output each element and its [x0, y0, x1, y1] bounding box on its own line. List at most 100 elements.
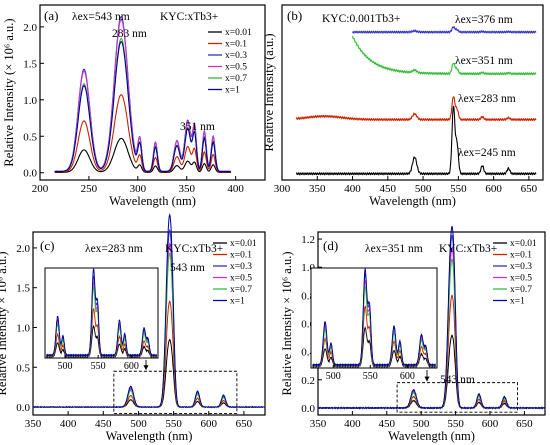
inset-x-tick-label: 550	[91, 361, 106, 372]
y-tick-label: 0.5	[23, 131, 37, 143]
y-axis-label: Relative Intensity × 10⁶ a.u.)	[0, 251, 9, 395]
zoom-region-box	[396, 382, 518, 413]
panel-label: (b)	[287, 8, 302, 23]
series-line-0	[351, 25, 537, 34]
legend-entry: x=0.1	[230, 251, 252, 261]
series-line-3	[295, 105, 537, 176]
legend-entry: x=0.7	[225, 74, 247, 84]
x-tick-label: 300	[274, 183, 291, 195]
panel-a: 200 250 300 350 400 0.0 0.5 1.0 1.5 2.0 Wavelength…	[2, 4, 266, 208]
annotation: λex=283 nm	[458, 93, 516, 105]
x-tick-label: 450	[380, 183, 397, 195]
inset-x-tick-label: 500	[57, 361, 72, 372]
x-tick-label: 600	[482, 418, 499, 430]
legend-entry: x=0.5	[510, 274, 532, 284]
x-axis-label: Wavelength (nm)	[369, 194, 456, 208]
plot-frame	[39, 4, 266, 181]
x-tick-label: 650	[521, 183, 538, 195]
series-line-5	[317, 225, 546, 410]
inset-x-tick-label: 500	[326, 371, 341, 382]
x-tick-label: 450	[379, 418, 396, 430]
inset-x-tick-label: 600	[124, 361, 139, 372]
x-tick-label: 500	[130, 418, 147, 430]
legend-entry: x=0.7	[230, 285, 252, 295]
panel-label: (c)	[40, 238, 54, 253]
x-tick-label: 550	[450, 183, 467, 195]
x-tick-label: 400	[60, 418, 77, 430]
x-tick-label: 350	[310, 418, 327, 430]
x-tick-label: 550	[447, 418, 464, 430]
legend-entry: x=1	[230, 297, 245, 307]
series-line-5	[32, 213, 266, 409]
legend-entry: x=0.3	[510, 262, 532, 272]
y-tick-label: 0.0	[301, 403, 315, 415]
x-tick-label: 650	[516, 418, 533, 430]
y-axis-label: Relative Intensity (a.u.)	[262, 33, 276, 151]
legend-entry: x=0.01	[230, 239, 257, 249]
panel-c: 350 400 450 500 550 600 650 0.0 0.5 1.0 1.5 2.0 Wave…	[0, 213, 266, 443]
y-tick-label: 1.0	[16, 322, 30, 334]
plot-frame	[281, 4, 544, 181]
annotation: KYC:xTb3+	[165, 243, 223, 255]
legend-entry: x=1	[225, 86, 240, 96]
annotation: 351 nm	[180, 121, 215, 133]
series-line-1	[54, 94, 231, 173]
x-tick-label: 350	[309, 183, 326, 195]
annotation: λex=283 nm	[85, 243, 143, 255]
y-tick-label: 2.0	[23, 22, 37, 34]
x-tick-label: 400	[227, 183, 244, 195]
y-tick-label: 1.2	[301, 234, 315, 246]
x-tick-label: 350	[25, 418, 42, 430]
inset-x-tick-label: 550	[363, 371, 378, 382]
x-tick-label: 300	[130, 183, 147, 195]
legend-entry: x=1	[510, 297, 525, 307]
series-line-1	[351, 35, 537, 76]
legend-entry: x=0.01	[510, 239, 537, 249]
x-axis-label: Wavelength (nm)	[106, 429, 193, 443]
y-tick-label: 0.2	[301, 375, 315, 387]
x-tick-label: 550	[165, 418, 182, 430]
panel-b: 300 350 400 450 500 550 600 650 Wavelength (nm) R…	[262, 4, 544, 208]
y-axis-label: Relative Intensity × 10⁶ a.u.)	[280, 251, 294, 395]
annotation: λex=351 nm	[365, 243, 423, 255]
x-tick-label: 650	[236, 418, 253, 430]
x-tick-label: 500	[413, 418, 430, 430]
legend-entry: x=0.7	[510, 285, 532, 295]
inset-arrow-head	[424, 376, 430, 382]
y-tick-label: 1.5	[23, 58, 37, 70]
annotation: 543 nm	[440, 374, 475, 386]
annotation: λex=543 nm	[72, 11, 130, 23]
annotation: KYC:0.001Tb3+	[322, 13, 400, 25]
panel-d: 350 400 450 500 550 600 6500.00.20.40.60.81.01…	[280, 225, 546, 443]
y-tick-label: 0.0	[23, 168, 37, 180]
legend-entry: x=0.1	[510, 251, 532, 261]
annotation: λex=351 nm	[455, 55, 513, 67]
annotation: λex=245 nm	[458, 147, 516, 159]
x-tick-label: 200	[32, 183, 49, 195]
y-axis-label: Relative Intensity (× 10⁶ a.u.)	[2, 18, 16, 166]
x-tick-label: 250	[81, 183, 98, 195]
legend-entry: x=0.3	[225, 51, 247, 61]
annotation: λex=376 nm	[455, 14, 513, 26]
legend-entry: x=0.1	[225, 40, 247, 50]
inset-series-line-5	[46, 267, 158, 358]
x-tick-label: 500	[415, 183, 432, 195]
series-line-5	[54, 40, 231, 173]
annotation: KYC:xTb3+	[439, 243, 497, 255]
zoom-region-box	[113, 370, 238, 414]
legend-entry: x=0.01	[225, 28, 252, 38]
y-tick-label: 0.0	[16, 402, 30, 414]
legend-entry: x=0.3	[230, 262, 252, 272]
series-line-2	[295, 96, 537, 122]
plot-frame	[32, 231, 266, 416]
x-tick-label: 600	[201, 418, 218, 430]
inset-series-line-5	[312, 267, 436, 368]
series-line-0	[54, 137, 231, 173]
y-tick-label: 2.0	[16, 243, 30, 255]
panel-label: (d)	[323, 238, 338, 253]
x-tick-label: 400	[344, 183, 361, 195]
inset-x-tick-label: 600	[400, 371, 415, 382]
y-tick-label: 0.5	[16, 362, 30, 374]
y-tick-label: 1.0	[23, 95, 37, 107]
